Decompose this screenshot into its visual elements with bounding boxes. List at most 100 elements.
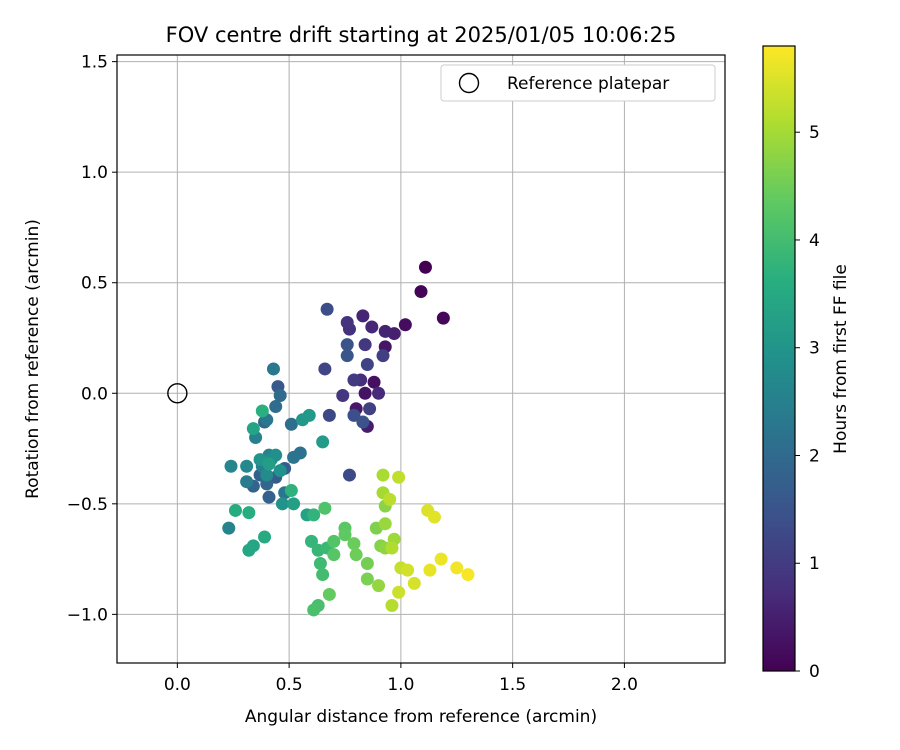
data-point <box>385 541 399 555</box>
y-tick-label: 0.0 <box>81 384 108 404</box>
data-point <box>356 309 370 323</box>
data-point <box>327 534 341 548</box>
legend-label: Reference platepar <box>507 74 669 94</box>
x-axis-ticks: 0.0 0.5 1.0 1.5 2.0 <box>164 663 638 695</box>
data-point <box>246 422 260 436</box>
y-tick-label: 0.5 <box>81 274 108 294</box>
data-point <box>316 568 330 582</box>
colorbar-tick-label: 4 <box>809 231 820 251</box>
data-point <box>322 587 336 601</box>
reference-platepar-marker <box>167 383 188 404</box>
data-point <box>273 388 287 402</box>
data-point <box>327 548 341 562</box>
colorbar-tick-label: 3 <box>809 339 820 359</box>
data-point <box>383 492 397 506</box>
data-point <box>414 285 428 299</box>
y-tick-label: −1.0 <box>67 605 108 625</box>
colorbar-gradient <box>762 45 796 672</box>
data-point <box>392 585 406 599</box>
data-point <box>363 402 377 416</box>
data-point <box>262 490 276 504</box>
reference-marker-layer <box>167 383 188 404</box>
data-point <box>372 386 386 400</box>
data-point <box>385 599 399 613</box>
data-point <box>242 506 256 520</box>
data-points <box>222 260 475 617</box>
data-point <box>358 338 372 352</box>
data-point <box>284 417 298 431</box>
data-point <box>365 320 379 334</box>
data-point <box>347 537 361 551</box>
data-point <box>407 576 421 590</box>
chart-title: FOV centre drift starting at 2025/01/05 … <box>166 23 677 47</box>
data-point <box>427 510 441 524</box>
data-point <box>287 497 301 511</box>
data-point <box>392 470 406 484</box>
colorbar-tick-label: 0 <box>809 662 820 682</box>
data-point <box>340 349 354 363</box>
data-point <box>307 603 321 617</box>
data-point <box>224 459 238 473</box>
x-axis-label: Angular distance from reference (arcmin) <box>245 707 597 727</box>
data-point <box>367 375 381 389</box>
data-point <box>336 388 350 402</box>
x-tick-label: 1.5 <box>499 675 526 695</box>
data-point <box>347 373 361 387</box>
plot-area-frame <box>116 54 726 664</box>
x-tick-label: 0.5 <box>276 675 303 695</box>
data-point <box>461 568 475 582</box>
data-point <box>316 435 330 449</box>
data-point <box>418 260 432 274</box>
data-point <box>313 557 327 571</box>
colorbar-tick-label: 5 <box>809 123 820 143</box>
data-point <box>356 415 370 429</box>
legend-reference-marker <box>458 72 480 94</box>
y-axis-ticks: −1.0 −0.5 0.0 0.5 1.0 1.5 <box>67 53 117 625</box>
colorbar-ticks: 0 1 2 3 4 5 <box>795 123 820 682</box>
data-point <box>378 324 392 338</box>
data-point <box>269 448 283 462</box>
data-point <box>358 386 372 400</box>
data-point <box>222 521 236 535</box>
data-point <box>450 561 464 575</box>
data-point <box>262 457 276 471</box>
colorbar-tick-label: 1 <box>809 554 820 574</box>
y-tick-label: 1.0 <box>81 163 108 183</box>
data-point <box>342 468 356 482</box>
legend-box <box>440 64 716 102</box>
data-point <box>401 563 415 577</box>
colorbar-label: Hours from first FF file <box>831 264 851 454</box>
colorbar: 0 1 2 3 4 5 Hours from first FF file <box>762 45 851 682</box>
data-point <box>372 579 386 593</box>
data-point <box>275 497 289 511</box>
data-point <box>242 543 256 557</box>
data-point <box>255 404 269 418</box>
data-point <box>302 408 316 422</box>
data-point <box>318 501 332 515</box>
data-point <box>240 475 254 489</box>
data-point <box>340 338 354 352</box>
data-point <box>349 548 363 562</box>
data-point <box>260 468 274 482</box>
data-point <box>436 311 450 325</box>
data-point <box>338 528 352 542</box>
data-point <box>398 318 412 332</box>
data-point <box>266 362 280 376</box>
y-tick-label: −0.5 <box>67 495 108 515</box>
y-axis-label: Rotation from reference (arcmin) <box>23 219 43 499</box>
data-point <box>434 552 448 566</box>
data-point <box>423 563 437 577</box>
data-point <box>360 572 374 586</box>
grid <box>117 55 725 663</box>
data-point <box>304 534 318 548</box>
data-point <box>360 358 374 372</box>
data-point <box>269 400 283 414</box>
data-point <box>376 349 390 363</box>
data-point <box>322 408 336 422</box>
data-point <box>340 316 354 330</box>
data-point <box>360 557 374 571</box>
x-tick-label: 1.0 <box>387 675 414 695</box>
x-tick-label: 2.0 <box>611 675 638 695</box>
data-point <box>320 302 334 316</box>
